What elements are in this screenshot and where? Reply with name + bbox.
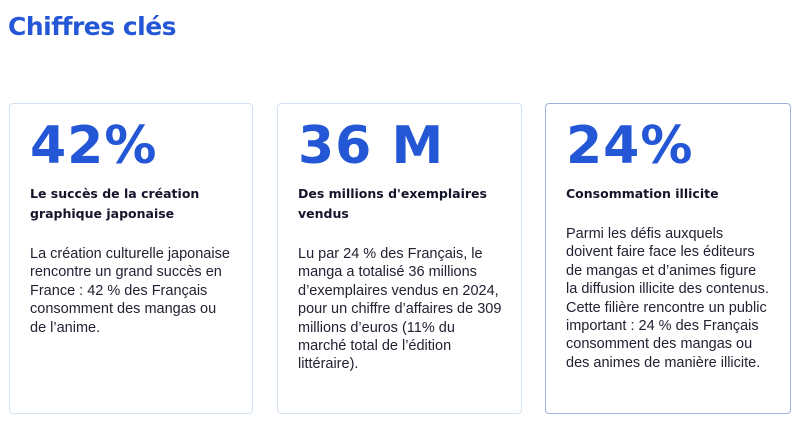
- key-figure-value: 24%: [566, 116, 694, 176]
- key-figure-description: La création culturelle japonaise rencont…: [30, 246, 230, 336]
- key-figure-card-illicit-consumption: 24% Consommation illicite Parmi les défi…: [545, 103, 791, 414]
- key-figure-value: 36 M: [298, 116, 445, 176]
- key-figure-headline: Le succès de la création graphique japon…: [30, 186, 200, 221]
- key-figure-value: 42%: [30, 116, 158, 176]
- key-figure-headline: Des millions d'exemplaires vendus: [298, 186, 487, 221]
- key-figure-card-manga-success: 42% Le succès de la création graphique j…: [9, 103, 253, 414]
- key-figure-card-copies-sold: 36 M Des millions d'exemplaires vendus L…: [277, 103, 522, 414]
- key-figure-description: Lu par 24 % des Français, le manga a tot…: [298, 246, 502, 373]
- key-figure-headline: Consommation illicite: [566, 186, 719, 201]
- section-title: Chiffres clés: [8, 12, 177, 41]
- key-figure-description: Parmi les défis auxquels doivent faire f…: [566, 226, 769, 371]
